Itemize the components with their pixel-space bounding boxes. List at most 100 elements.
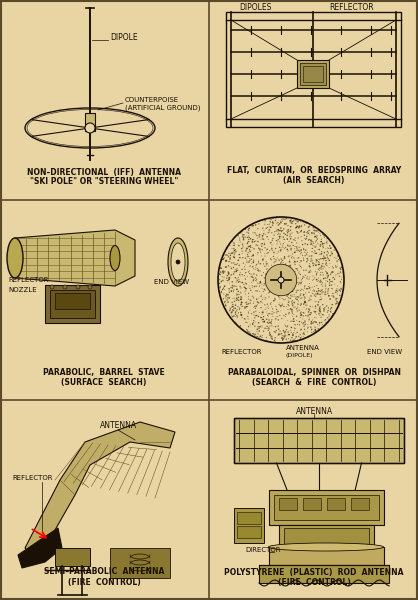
- Point: [290, 268, 296, 278]
- Point: [255, 293, 262, 303]
- Point: [264, 232, 270, 242]
- Point: [225, 261, 232, 271]
- Point: [331, 280, 337, 289]
- Point: [226, 287, 233, 297]
- Point: [217, 263, 224, 273]
- Point: [292, 274, 299, 284]
- Point: [281, 215, 288, 224]
- Point: [314, 248, 320, 258]
- Point: [328, 303, 335, 313]
- Point: [249, 283, 255, 292]
- Point: [227, 306, 233, 316]
- Point: [238, 310, 245, 320]
- Point: [256, 298, 263, 308]
- Point: [221, 272, 227, 282]
- Point: [316, 226, 322, 235]
- Point: [306, 313, 313, 323]
- Point: [285, 278, 292, 287]
- Point: [256, 326, 263, 336]
- Point: [235, 296, 242, 305]
- Point: [267, 268, 274, 277]
- Point: [293, 286, 300, 296]
- Point: [301, 325, 308, 334]
- Point: [289, 296, 296, 305]
- Point: [291, 290, 298, 299]
- Point: [233, 319, 240, 328]
- Point: [311, 248, 317, 257]
- Point: [275, 282, 282, 292]
- Point: [281, 219, 288, 229]
- Point: [294, 228, 301, 238]
- Point: [230, 252, 237, 262]
- Point: [250, 258, 257, 268]
- Point: [303, 305, 309, 314]
- Point: [229, 283, 236, 293]
- Point: [265, 235, 272, 244]
- Point: [248, 309, 255, 319]
- Point: [320, 270, 326, 280]
- Point: [273, 236, 280, 245]
- Point: [273, 308, 280, 318]
- Point: [294, 299, 301, 309]
- Point: [309, 286, 316, 296]
- Point: [274, 224, 280, 234]
- Point: [231, 241, 238, 250]
- Point: [264, 248, 270, 258]
- Point: [285, 247, 291, 256]
- Point: [318, 295, 324, 304]
- Point: [319, 239, 326, 249]
- Point: [247, 262, 253, 271]
- Point: [231, 244, 237, 253]
- Point: [279, 241, 286, 251]
- Point: [224, 251, 231, 260]
- Point: [281, 286, 288, 296]
- Point: [288, 218, 295, 228]
- Point: [271, 258, 278, 268]
- Point: [235, 293, 242, 302]
- Point: [251, 237, 257, 247]
- Point: [325, 314, 332, 324]
- Point: [313, 249, 319, 259]
- Point: [307, 302, 314, 311]
- Point: [263, 293, 269, 303]
- Point: [229, 302, 236, 311]
- Point: [277, 277, 283, 287]
- Point: [313, 317, 319, 327]
- Point: [298, 248, 305, 257]
- Point: [237, 308, 244, 317]
- Point: [309, 289, 316, 298]
- Point: [234, 274, 240, 284]
- Point: [284, 291, 291, 301]
- Point: [331, 292, 337, 302]
- Point: [272, 244, 279, 253]
- Point: [242, 317, 249, 327]
- Point: [245, 307, 252, 317]
- Point: [323, 318, 330, 328]
- Point: [263, 259, 270, 269]
- Point: [260, 312, 267, 322]
- Point: [311, 296, 318, 306]
- Point: [328, 247, 335, 257]
- Point: [285, 305, 291, 314]
- Point: [312, 266, 319, 276]
- Point: [278, 290, 285, 299]
- Point: [291, 257, 298, 266]
- Point: [241, 280, 247, 289]
- Circle shape: [76, 285, 80, 289]
- Point: [221, 282, 228, 292]
- Point: [268, 284, 275, 294]
- Point: [300, 272, 306, 282]
- Point: [220, 254, 227, 263]
- Point: [253, 281, 260, 291]
- Point: [273, 226, 280, 236]
- Point: [307, 295, 314, 305]
- Point: [250, 302, 257, 312]
- Point: [289, 287, 296, 296]
- Point: [270, 285, 277, 295]
- Point: [329, 300, 336, 310]
- Point: [246, 224, 252, 233]
- Point: [251, 244, 257, 254]
- Point: [334, 281, 341, 291]
- Point: [282, 275, 288, 284]
- Point: [298, 227, 304, 236]
